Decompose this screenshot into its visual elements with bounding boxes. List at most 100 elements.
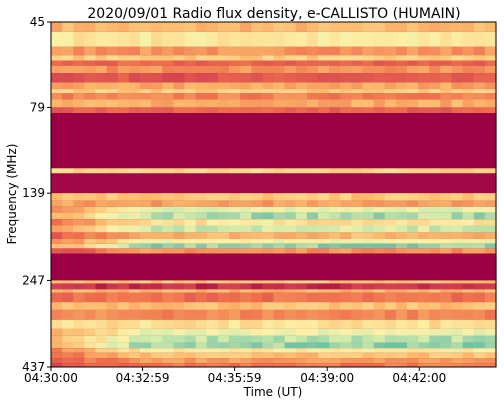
spectrogram-cell bbox=[251, 55, 263, 61]
spectrogram-cell bbox=[407, 363, 419, 367]
spectrogram-cell bbox=[395, 193, 408, 201]
spectrogram-cell bbox=[95, 280, 108, 284]
spectrogram-cell bbox=[140, 99, 152, 108]
spectrogram-cell bbox=[73, 193, 85, 201]
spectrogram-cell bbox=[128, 93, 141, 100]
spectrogram-cell bbox=[84, 358, 97, 364]
spectrogram-cell bbox=[95, 173, 108, 194]
spectrogram-cell bbox=[373, 225, 386, 233]
spectrogram-cell bbox=[106, 55, 119, 61]
spectrogram-cell bbox=[151, 232, 163, 239]
spectrogram-cell bbox=[306, 238, 319, 244]
spectrogram-cell bbox=[284, 173, 297, 194]
frequency-band bbox=[51, 200, 497, 207]
spectrogram-cell bbox=[362, 253, 375, 281]
spectrogram-cell bbox=[217, 89, 230, 94]
spectrogram-cell bbox=[340, 358, 352, 364]
spectrogram-cell bbox=[440, 73, 453, 83]
spectrogram-cell bbox=[184, 55, 197, 61]
spectrogram-cell bbox=[484, 363, 497, 367]
spectrogram-cell bbox=[117, 238, 130, 244]
spectrogram-cell bbox=[351, 358, 364, 364]
spectrogram-cell bbox=[251, 60, 263, 66]
spectrogram-cell bbox=[318, 193, 330, 201]
spectrogram-cell bbox=[451, 113, 464, 169]
spectrogram-cell bbox=[206, 248, 219, 254]
spectrogram-cell bbox=[195, 319, 208, 329]
spectrogram-cell bbox=[117, 309, 130, 320]
spectrogram-cell bbox=[195, 289, 208, 293]
spectrogram-cell bbox=[451, 302, 464, 310]
spectrogram-cell bbox=[51, 225, 63, 233]
spectrogram-cell bbox=[51, 73, 63, 83]
spectrogram-cell bbox=[295, 193, 308, 201]
spectrogram-cell bbox=[128, 309, 141, 320]
spectrogram-cell bbox=[418, 107, 430, 114]
spectrogram-cell bbox=[395, 238, 408, 244]
spectrogram-cell bbox=[62, 113, 74, 169]
spectrogram-cell bbox=[407, 200, 419, 207]
frequency-band bbox=[51, 352, 497, 359]
spectrogram-cell bbox=[484, 248, 497, 254]
y-tick-label: 45 bbox=[30, 15, 45, 29]
spectrogram-cell bbox=[184, 46, 197, 56]
x-tick-label: 04:42:00 bbox=[392, 371, 446, 385]
spectrogram-cell bbox=[195, 253, 208, 281]
spectrogram-cell bbox=[206, 348, 219, 353]
spectrogram-cell bbox=[429, 206, 441, 213]
spectrogram-cell bbox=[128, 168, 141, 174]
spectrogram-cell bbox=[484, 93, 497, 100]
spectrogram-cell bbox=[84, 328, 97, 336]
spectrogram-cell bbox=[407, 283, 419, 290]
spectrogram-cell bbox=[384, 348, 397, 353]
spectrogram-cell bbox=[162, 302, 174, 310]
spectrogram-cell bbox=[117, 232, 130, 239]
spectrogram-cell bbox=[140, 280, 152, 284]
spectrogram-cell bbox=[273, 82, 286, 90]
spectrogram-cell bbox=[373, 206, 386, 213]
spectrogram-cell bbox=[384, 309, 397, 320]
spectrogram-cell bbox=[184, 243, 197, 249]
spectrogram-cell bbox=[262, 358, 275, 364]
spectrogram-cell bbox=[184, 93, 197, 100]
spectrogram-cell bbox=[195, 173, 208, 194]
spectrogram-cell bbox=[117, 283, 130, 290]
spectrogram-cell bbox=[429, 283, 441, 290]
spectrogram-cell bbox=[362, 55, 375, 61]
spectrogram-cell bbox=[484, 206, 497, 213]
spectrogram-cell bbox=[462, 280, 475, 284]
y-tick-label: 247 bbox=[22, 273, 45, 287]
spectrogram-cell bbox=[128, 352, 141, 359]
spectrogram-cell bbox=[151, 65, 163, 74]
spectrogram-cell bbox=[151, 309, 163, 320]
spectrogram-cell bbox=[140, 89, 152, 94]
spectrogram-cell bbox=[106, 200, 119, 207]
spectrogram-cell bbox=[473, 335, 486, 343]
spectrogram-cell bbox=[240, 73, 252, 83]
spectrogram-cell bbox=[306, 219, 319, 226]
spectrogram-cell bbox=[251, 238, 263, 244]
spectrogram-cell bbox=[151, 107, 163, 114]
spectrogram-cell bbox=[140, 283, 152, 290]
spectrogram-cell bbox=[418, 363, 430, 367]
spectrogram-cell bbox=[229, 248, 241, 254]
spectrogram-cell bbox=[318, 55, 330, 61]
spectrogram-cell bbox=[95, 283, 108, 290]
spectrogram-cell bbox=[128, 200, 141, 207]
spectrogram-cell bbox=[106, 363, 119, 367]
spectrogram-cell bbox=[373, 219, 386, 226]
spectrogram-cell bbox=[117, 289, 130, 293]
spectrogram-cell bbox=[184, 193, 197, 201]
spectrogram-cell bbox=[362, 283, 375, 290]
spectrogram-cell bbox=[173, 283, 186, 290]
spectrogram-cell bbox=[206, 363, 219, 367]
spectrogram-cell bbox=[128, 113, 141, 169]
spectrogram-cell bbox=[440, 280, 453, 284]
spectrogram-cell bbox=[206, 200, 219, 207]
spectrogram-cell bbox=[395, 55, 408, 61]
spectrogram-cell bbox=[262, 22, 275, 32]
spectrogram-cell bbox=[251, 65, 263, 74]
spectrogram-cell bbox=[95, 93, 108, 100]
spectrogram-cell bbox=[151, 93, 163, 100]
spectrogram-cell bbox=[429, 342, 441, 349]
